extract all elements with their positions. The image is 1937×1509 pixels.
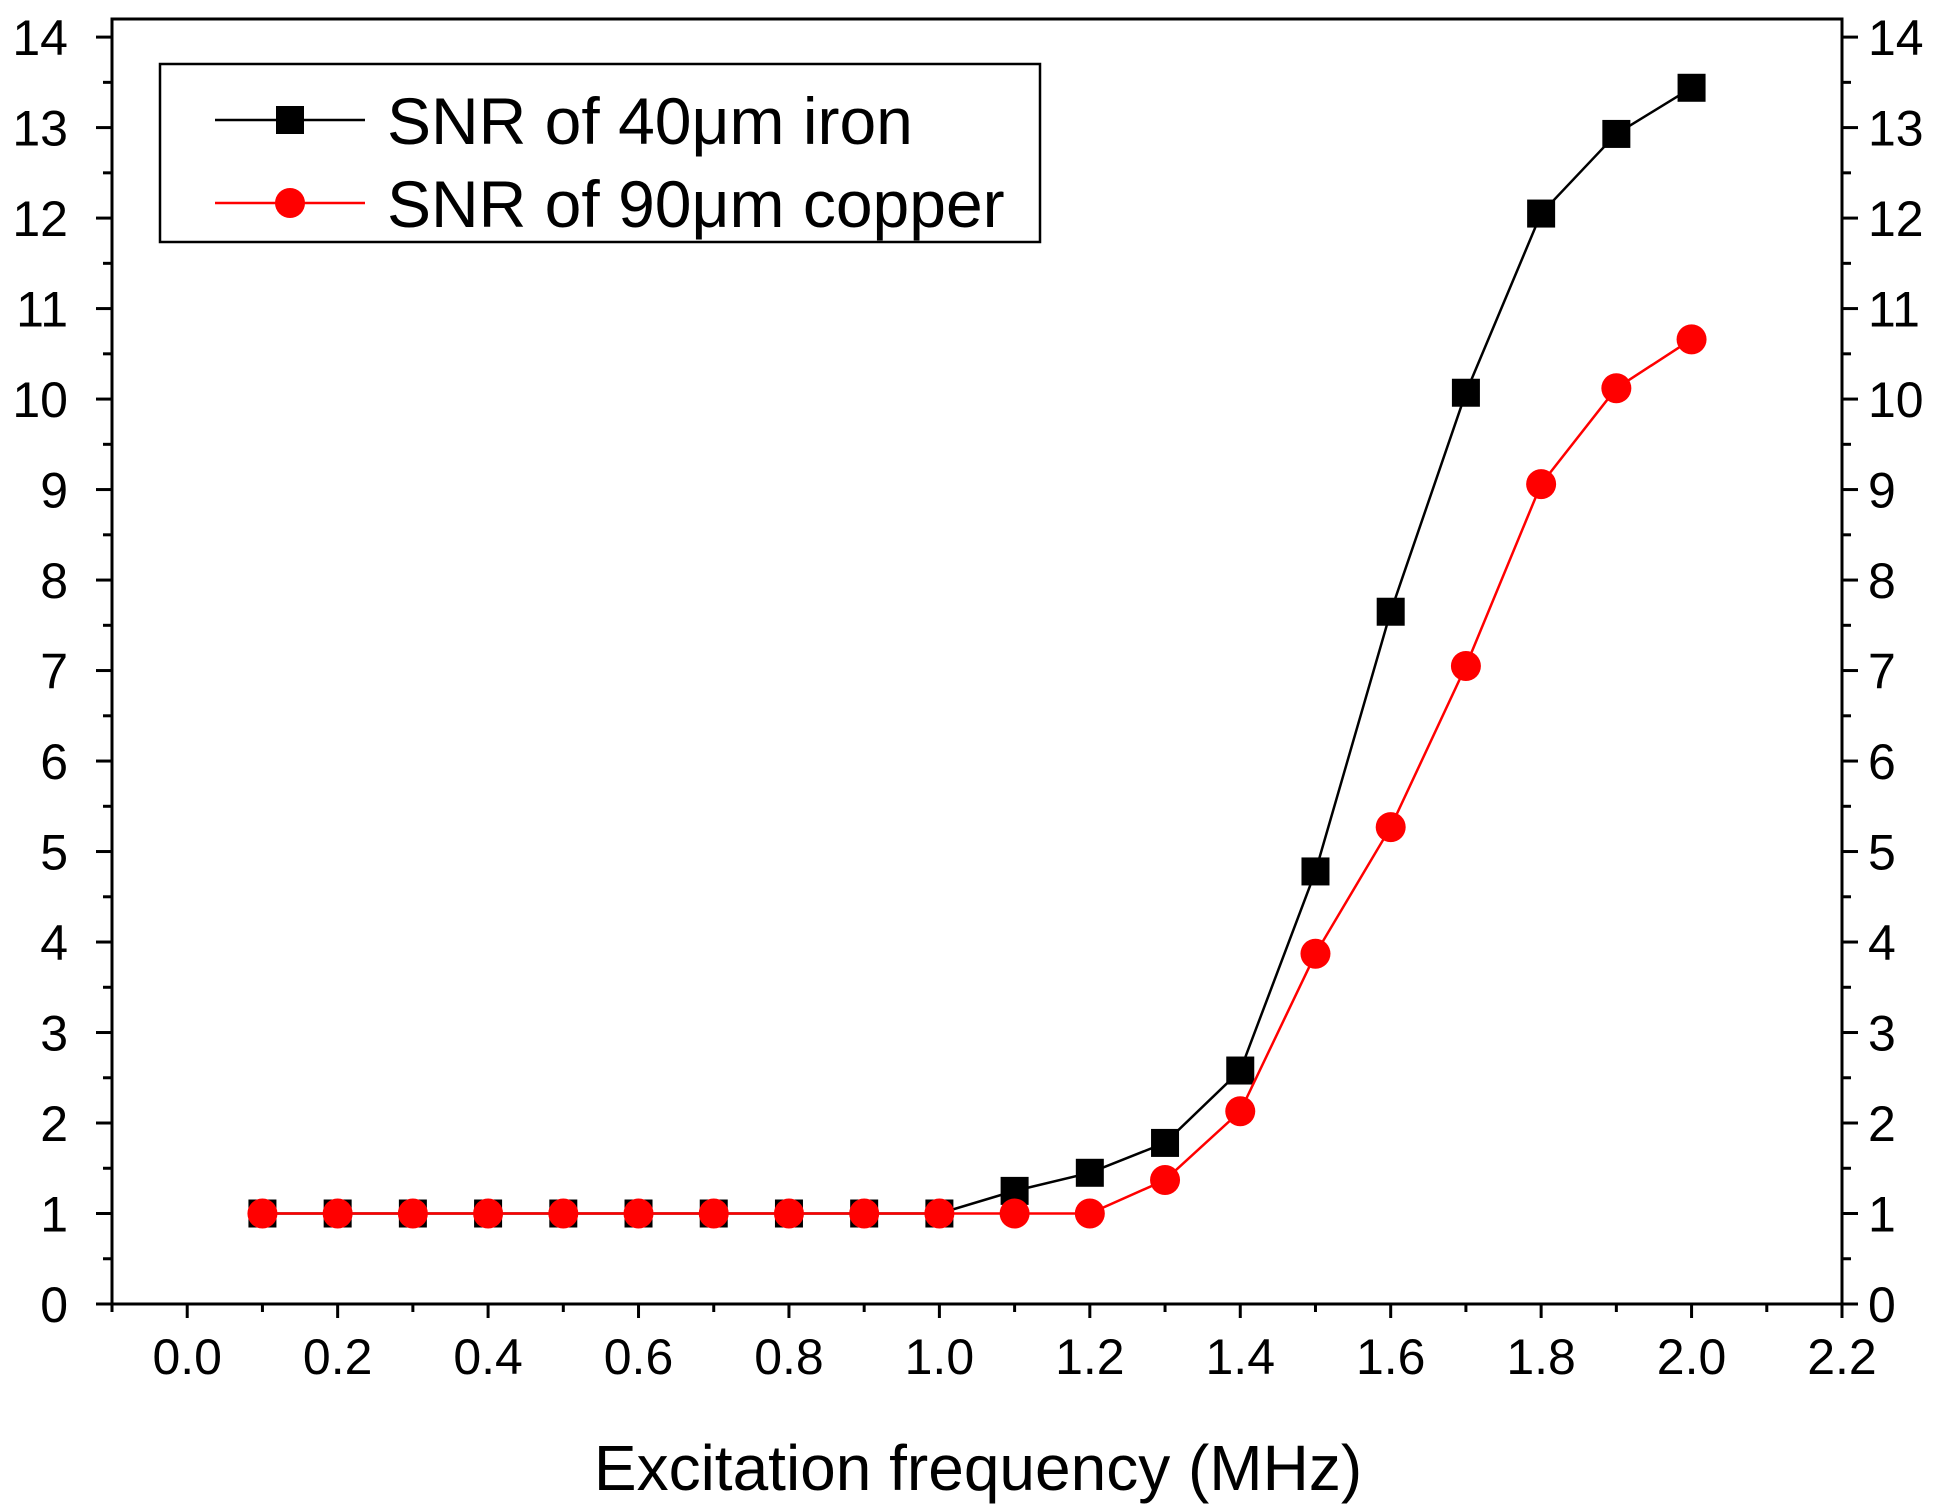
- y-tick-label-right: 9: [1868, 463, 1896, 519]
- data-point: [1226, 1056, 1255, 1085]
- x-tick-label: 0.2: [303, 1329, 373, 1385]
- y-tick-label-right: 8: [1868, 553, 1896, 609]
- x-tick-label: 1.0: [905, 1329, 975, 1385]
- legend-label: SNR of 90μm copper: [387, 167, 1005, 241]
- data-point: [247, 1198, 278, 1229]
- data-point: [1150, 1165, 1181, 1196]
- y-tick-label-right: 10: [1868, 372, 1924, 428]
- series-2: [247, 324, 1707, 1229]
- x-axis-title: Excitation frequency (MHz): [594, 1432, 1362, 1504]
- x-tick-label: 0.8: [754, 1329, 824, 1385]
- data-point: [1151, 1128, 1180, 1157]
- y-tick-label-left: 10: [12, 372, 68, 428]
- y-tick-label-left: 6: [40, 734, 68, 790]
- data-point: [1225, 1096, 1256, 1127]
- y-tick-label-left: 4: [40, 915, 68, 971]
- y-tick-label-left: 8: [40, 553, 68, 609]
- plot-series: [247, 73, 1707, 1229]
- y-tick-label-right: 7: [1868, 644, 1896, 700]
- data-point: [1375, 812, 1406, 843]
- y-tick-label-left: 1: [40, 1187, 68, 1243]
- y-tick-label-left: 13: [12, 101, 68, 157]
- data-point: [1601, 373, 1632, 404]
- x-tick-label: 1.4: [1206, 1329, 1276, 1385]
- data-point: [1301, 857, 1330, 886]
- data-point: [1075, 1158, 1104, 1187]
- data-point: [397, 1198, 428, 1229]
- y-tick-label-left: 7: [40, 644, 68, 700]
- y-tick-label-right: 0: [1868, 1277, 1896, 1333]
- y-tick-label-left: 9: [40, 463, 68, 519]
- y-tick-label-left: 11: [16, 282, 68, 338]
- x-tick-label: 1.2: [1055, 1329, 1125, 1385]
- legend-label: SNR of 40μm iron: [387, 84, 913, 158]
- plot-frame: [110, 17, 1844, 1306]
- data-point: [1376, 597, 1405, 626]
- data-point: [698, 1198, 729, 1229]
- x-tick-label: 2.0: [1657, 1329, 1727, 1385]
- legend-box: [158, 62, 1042, 244]
- y-tick-label-left: 5: [40, 825, 68, 881]
- data-point: [1450, 651, 1481, 682]
- x-tick-label: 0.0: [152, 1329, 222, 1385]
- legend-marker: [276, 106, 304, 134]
- data-point: [1074, 1198, 1105, 1229]
- y-tick-label-right: 6: [1868, 734, 1896, 790]
- x-tick-label: 0.6: [604, 1329, 674, 1385]
- data-point: [1300, 938, 1331, 969]
- y-tick-label-right: 12: [1868, 191, 1924, 247]
- data-point: [924, 1198, 955, 1229]
- series-line: [262, 338, 1693, 1215]
- y-tick-label-left: 0: [40, 1277, 68, 1333]
- data-point: [849, 1198, 880, 1229]
- y-tick-label-right: 11: [1868, 282, 1920, 338]
- data-point: [548, 1198, 579, 1229]
- x-axis-ticks: 0.0 0.2 0.4 0.6 0.8 1.0 1.2 1.4 1.6 1.8 2.0 2.2: [110, 1304, 1877, 1385]
- data-point: [1677, 73, 1706, 102]
- data-point: [1602, 119, 1631, 148]
- y-tick-label-right: 13: [1868, 101, 1924, 157]
- data-point: [1451, 378, 1480, 407]
- data-point: [623, 1198, 654, 1229]
- axes-frame: [110, 17, 1844, 1306]
- x-tick-label: 0.4: [453, 1329, 523, 1385]
- y-tick-label-left: 2: [40, 1096, 68, 1152]
- y-tick-label-right: 2: [1868, 1096, 1896, 1152]
- data-point: [1676, 324, 1707, 355]
- legend: SNR of 40μm iron SNR of 90μm copper: [158, 62, 1042, 244]
- y-tick-label-right: 14: [1868, 10, 1924, 66]
- series-line: [262, 86, 1693, 1215]
- legend-marker: [275, 188, 305, 218]
- y-tick-label-right: 1: [1868, 1187, 1896, 1243]
- data-point: [1527, 199, 1556, 228]
- x-tick-label: 1.6: [1356, 1329, 1426, 1385]
- data-point: [473, 1198, 504, 1229]
- data-point: [999, 1198, 1030, 1229]
- x-tick-label: 2.2: [1807, 1329, 1877, 1385]
- data-point: [322, 1198, 353, 1229]
- y-tick-label-right: 3: [1868, 1006, 1896, 1062]
- y-tick-label-left: 3: [40, 1006, 68, 1062]
- series-1: [248, 73, 1706, 1228]
- y-tick-label-right: 5: [1868, 825, 1896, 881]
- y-tick-label-left: 14: [12, 10, 68, 66]
- y-tick-label-right: 4: [1868, 915, 1896, 971]
- x-tick-label: 1.8: [1506, 1329, 1576, 1385]
- data-point: [1526, 469, 1557, 500]
- y-tick-label-left: 12: [12, 191, 68, 247]
- data-point: [773, 1198, 804, 1229]
